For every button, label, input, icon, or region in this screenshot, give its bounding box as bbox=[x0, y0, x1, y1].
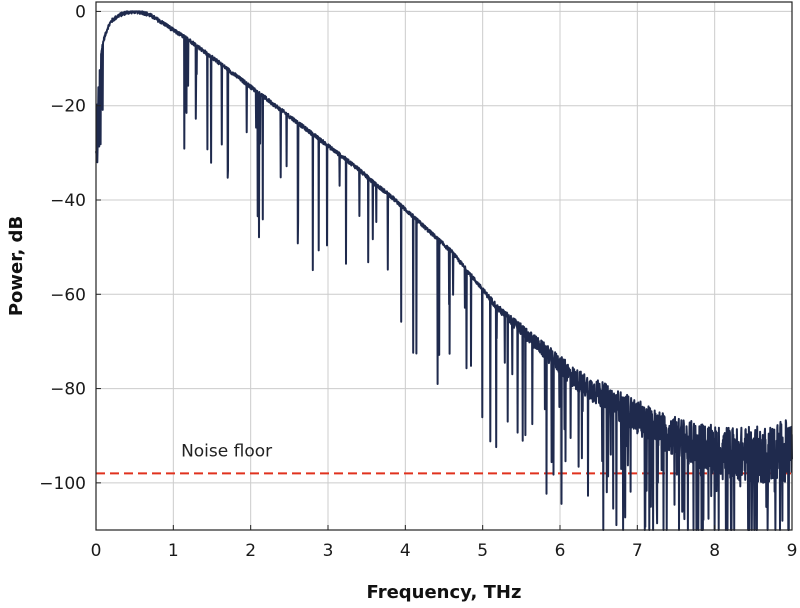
x-tick-label: 5 bbox=[477, 541, 488, 561]
y-tick-label: 0 bbox=[75, 2, 86, 22]
noise-floor-label: Noise floor bbox=[181, 441, 272, 461]
series-group bbox=[95, 10, 793, 531]
x-tick-label: 6 bbox=[555, 541, 566, 561]
y-axis-title: Power, dB bbox=[6, 216, 27, 316]
x-tick-label: 3 bbox=[323, 541, 334, 561]
y-tick-label: −100 bbox=[39, 474, 86, 494]
x-tick-label: 7 bbox=[632, 541, 643, 561]
x-tick-label: 4 bbox=[400, 541, 411, 561]
plot-frame bbox=[95, 1, 793, 531]
y-tick-label: −80 bbox=[50, 380, 86, 400]
x-axis-title: Frequency, THz bbox=[367, 582, 522, 603]
x-axis-ticks: 0 1 2 3 4 5 6 7 8 9 bbox=[91, 525, 798, 561]
x-tick-label: 2 bbox=[245, 541, 256, 561]
x-tick-label: 0 bbox=[91, 541, 102, 561]
x-tick-label: 9 bbox=[787, 541, 798, 561]
spectrum-series-line bbox=[95, 10, 793, 531]
y-tick-label: −20 bbox=[50, 97, 86, 117]
y-tick-label: −60 bbox=[50, 285, 86, 305]
x-tick-label: 1 bbox=[168, 541, 179, 561]
x-tick-label: 8 bbox=[709, 541, 720, 561]
y-axis-ticks: 0 −20 −40 −60 −80 −100 bbox=[39, 2, 101, 494]
y-tick-label: −40 bbox=[50, 191, 86, 211]
